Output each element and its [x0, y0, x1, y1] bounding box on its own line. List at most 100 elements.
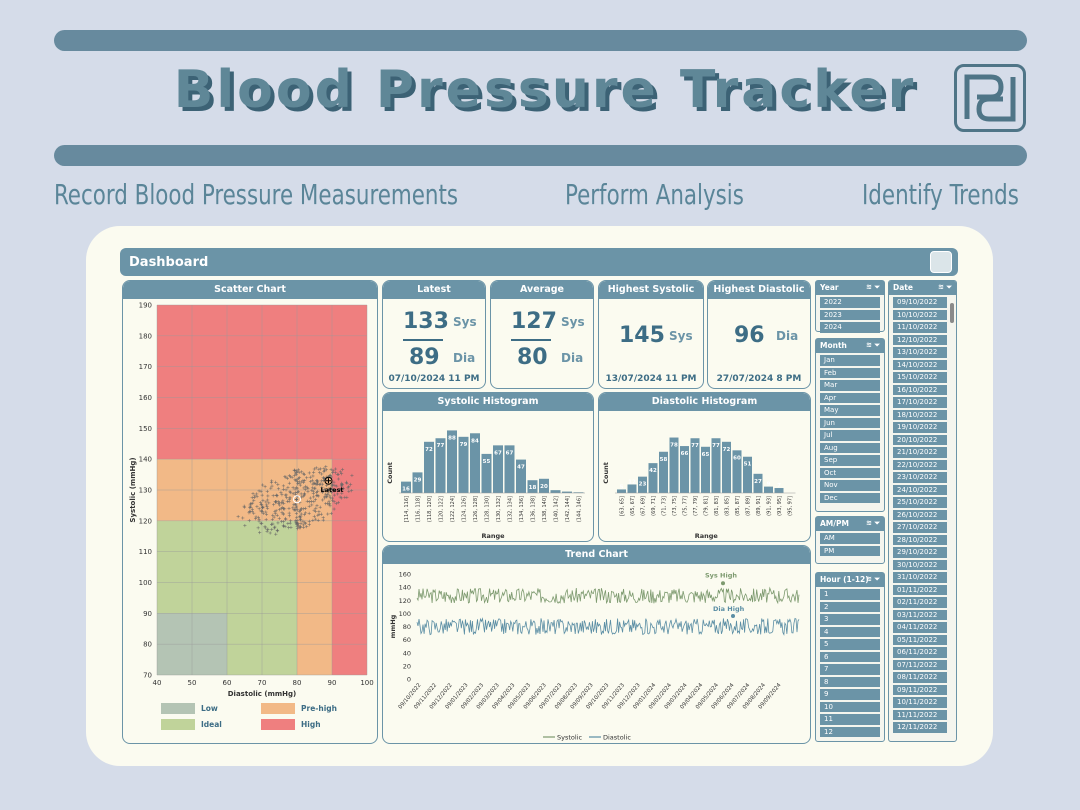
date-slicer-item[interactable]: 10/10/2022 — [893, 309, 947, 320]
date-slicer-item[interactable]: 11/11/2022 — [893, 709, 947, 720]
scatter-chart-title: Scatter Chart — [123, 281, 377, 299]
hour-slicer-item[interactable]: 2 — [820, 601, 880, 612]
date-slicer-item[interactable]: 29/10/2022 — [893, 547, 947, 558]
date-slicer-item[interactable]: 10/11/2022 — [893, 697, 947, 708]
legend-swatch — [161, 703, 195, 714]
hour-slicer-item[interactable]: 1 — [820, 589, 880, 600]
filter-icon[interactable]: ≋ ⏷ — [866, 283, 880, 291]
scatter-point — [255, 494, 259, 499]
month-slicer-item[interactable]: Sep — [820, 455, 880, 466]
hour-slicer-item[interactable]: 12 — [820, 726, 880, 737]
month-slicer-item[interactable]: Aug — [820, 442, 880, 453]
date-slicer-item[interactable]: 19/10/2022 — [893, 422, 947, 433]
histogram-data-label: 7 — [777, 483, 781, 489]
tagline-record: Record Blood Pressure Measurements — [54, 178, 459, 211]
scatter-point — [278, 501, 282, 505]
scatter-point — [328, 494, 332, 498]
date-slicer-item[interactable]: 14/10/2022 — [893, 359, 947, 370]
month-slicer-item[interactable]: Mar — [820, 380, 880, 391]
histogram-x-tick: (138, 140] — [542, 496, 548, 522]
scatter-point — [308, 496, 313, 500]
filter-icon[interactable]: ≋ ⏷ — [866, 341, 880, 349]
month-slicer-item[interactable]: Nov — [820, 480, 880, 491]
month-slicer-item[interactable]: Jun — [820, 417, 880, 428]
systolic-histogram: 16 [114, 116] 29 (116, 118] 72 (118, 120] 77 (1… — [386, 430, 585, 540]
date-slicer-title: Date — [893, 283, 913, 292]
date-slicer-item[interactable]: 11/10/2022 — [893, 322, 947, 333]
date-slicer-item[interactable]: 07/11/2022 — [893, 659, 947, 670]
date-slicer-item[interactable]: 27/10/2022 — [893, 522, 947, 533]
trend-y-tick: 60 — [403, 636, 411, 644]
scatter-point — [340, 491, 344, 495]
scatter-point — [300, 480, 304, 484]
date-slicer-item[interactable]: 23/10/2022 — [893, 472, 947, 483]
month-slicer-item[interactable]: Jan — [820, 355, 880, 366]
date-slicer-item[interactable]: 08/11/2022 — [893, 672, 947, 683]
hour-slicer-item[interactable]: 6 — [820, 651, 880, 662]
histogram-x-tick: (116, 118] — [416, 496, 422, 522]
hour-slicer-item[interactable]: 8 — [820, 676, 880, 687]
month-slicer-item[interactable]: Oct — [820, 467, 880, 478]
date-slicer-item[interactable]: 22/10/2022 — [893, 459, 947, 470]
histogram-x-tick: (120, 122] — [439, 496, 445, 522]
date-slicer-item[interactable]: 18/10/2022 — [893, 409, 947, 420]
filter-icon[interactable]: ≋ ⏷ — [866, 519, 880, 527]
month-slicer-item[interactable]: Dec — [820, 492, 880, 503]
ampm-slicer-item[interactable]: PM — [820, 545, 880, 556]
histogram-bar — [527, 480, 538, 493]
histogram-data-label: 65 — [702, 452, 710, 458]
date-slicer-item[interactable]: 17/10/2022 — [893, 397, 947, 408]
hour-slicer-item[interactable]: 5 — [820, 639, 880, 650]
hour-slicer-item[interactable]: 7 — [820, 664, 880, 675]
date-slicer-item[interactable]: 30/10/2022 — [893, 559, 947, 570]
date-slicer-item[interactable]: 15/10/2022 — [893, 372, 947, 383]
date-slicer-item[interactable]: 05/11/2022 — [893, 634, 947, 645]
date-slicer-item[interactable]: 03/11/2022 — [893, 609, 947, 620]
date-scrollbar[interactable] — [950, 303, 954, 323]
date-slicer-item[interactable]: 02/11/2022 — [893, 597, 947, 608]
scatter-point — [307, 511, 311, 515]
ampm-slicer-item[interactable]: AM — [820, 533, 880, 544]
date-slicer-item[interactable]: 06/11/2022 — [893, 647, 947, 658]
histogram-bar — [470, 433, 480, 493]
year-slicer-item[interactable]: 2023 — [820, 309, 880, 320]
date-slicer-item[interactable]: 20/10/2022 — [893, 434, 947, 445]
filter-icon[interactable]: ≋ ⏷ — [866, 575, 880, 583]
hour-slicer-item[interactable]: 4 — [820, 626, 880, 637]
date-slicer-item[interactable]: 25/10/2022 — [893, 497, 947, 508]
date-slicer-item[interactable]: 12/11/2022 — [893, 722, 947, 733]
date-slicer-item[interactable]: 21/10/2022 — [893, 447, 947, 458]
date-slicer-item[interactable]: 16/10/2022 — [893, 384, 947, 395]
date-slicer-item[interactable]: 09/10/2022 — [893, 297, 947, 308]
date-slicer-item[interactable]: 28/10/2022 — [893, 534, 947, 545]
month-slicer-item[interactable]: Apr — [820, 392, 880, 403]
histogram-data-label: 66 — [681, 451, 689, 457]
hour-slicer-item[interactable]: 10 — [820, 701, 880, 712]
scatter-point — [293, 507, 297, 511]
hour-slicer-item[interactable]: 3 — [820, 614, 880, 625]
histogram-x-tick: (67, 69] — [641, 496, 647, 516]
year-slicer-item[interactable]: 2022 — [820, 297, 880, 308]
scatter-point — [330, 490, 334, 495]
month-slicer-item[interactable]: May — [820, 405, 880, 416]
scatter-point — [307, 500, 312, 504]
scatter-point — [327, 502, 332, 506]
scatter-point — [287, 511, 291, 515]
year-slicer-item[interactable]: 2024 — [820, 322, 880, 333]
hour-slicer-item[interactable]: 9 — [820, 689, 880, 700]
month-slicer-item[interactable]: Jul — [820, 430, 880, 441]
date-slicer-item[interactable]: 13/10/2022 — [893, 347, 947, 358]
hour-slicer-item[interactable]: 11 — [820, 714, 880, 725]
filter-icon[interactable]: ≋ ⏷ — [938, 283, 952, 291]
date-slicer-item[interactable]: 31/10/2022 — [893, 572, 947, 583]
trend-dia-high-marker — [731, 614, 735, 618]
month-slicer-item[interactable]: Feb — [820, 367, 880, 378]
date-slicer-item[interactable]: 09/11/2022 — [893, 684, 947, 695]
scatter-point — [328, 473, 333, 477]
date-slicer-item[interactable]: 24/10/2022 — [893, 484, 947, 495]
date-slicer-item[interactable]: 12/10/2022 — [893, 334, 947, 345]
date-slicer-item[interactable]: 04/11/2022 — [893, 622, 947, 633]
date-slicer-item[interactable]: 26/10/2022 — [893, 509, 947, 520]
scatter-point — [312, 486, 317, 490]
date-slicer-item[interactable]: 01/11/2022 — [893, 584, 947, 595]
